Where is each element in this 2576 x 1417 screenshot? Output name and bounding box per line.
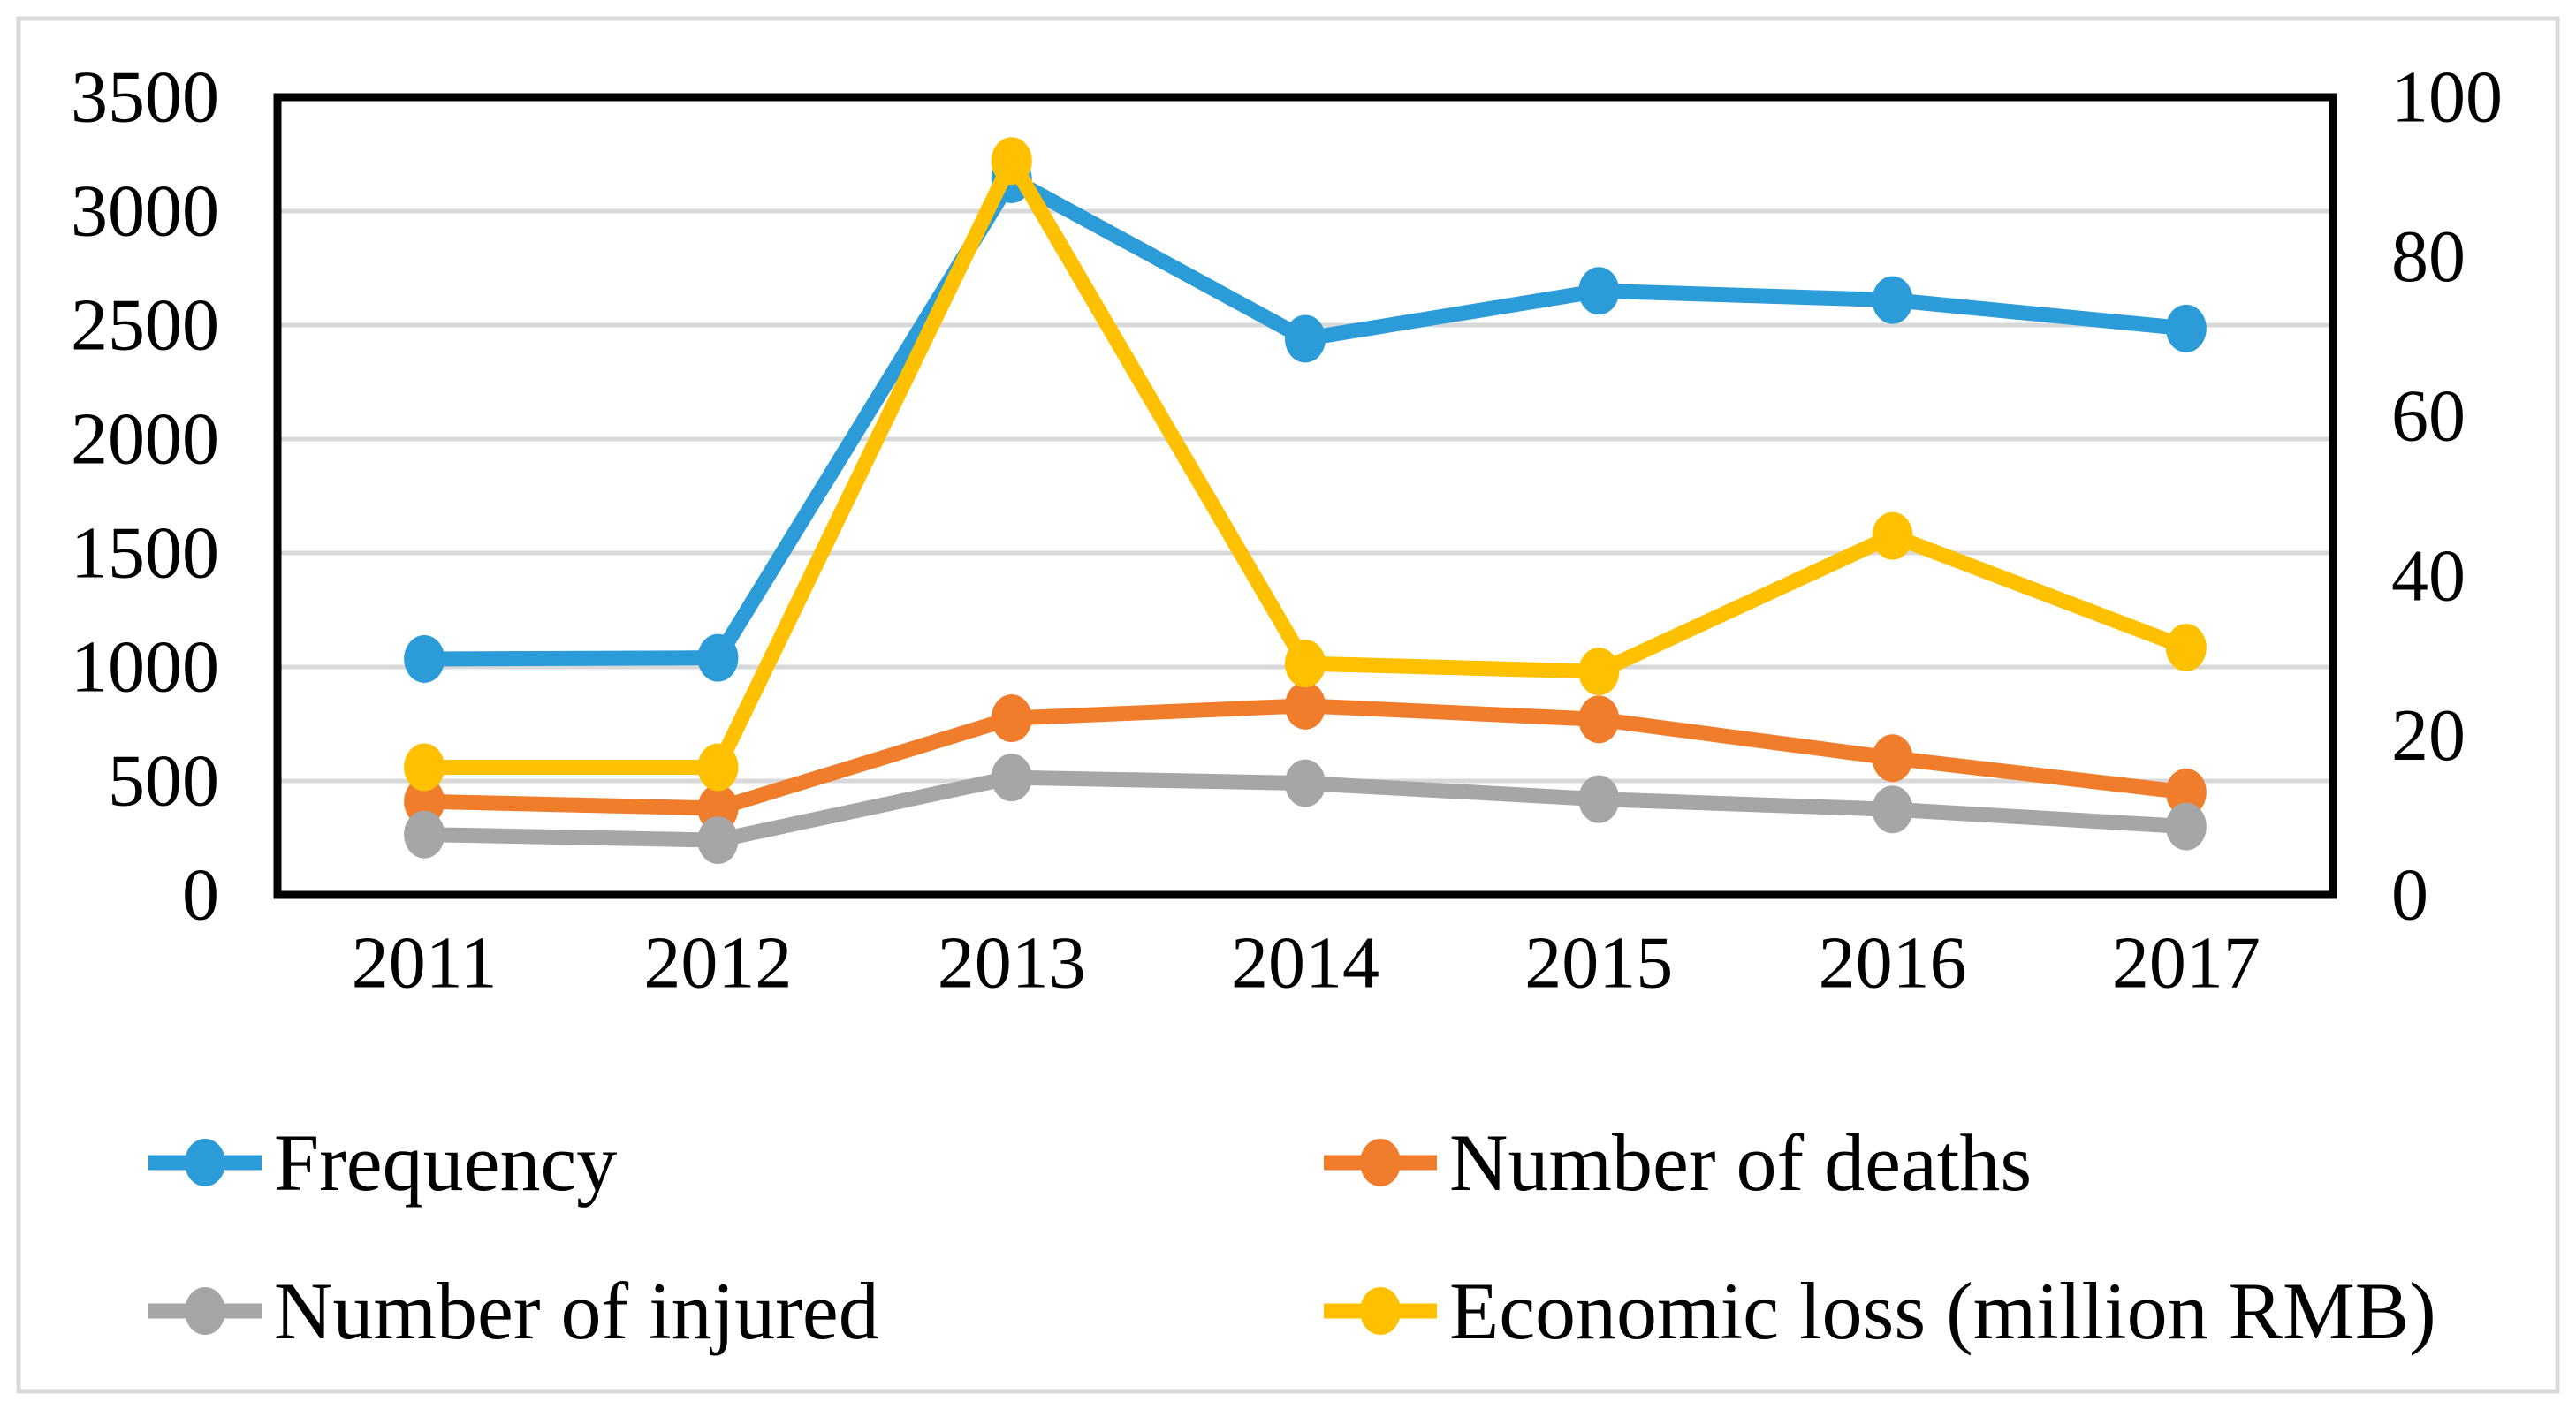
- data-point-economic-loss-million-rmb-2015: [1578, 648, 1620, 696]
- data-point-number-of-deaths-2013: [991, 694, 1032, 743]
- legend-label-number-of-injured: Number of injured: [274, 1266, 879, 1356]
- legend-item-frequency: Frequency: [148, 1118, 617, 1208]
- data-point-number-of-injured-2015: [1578, 775, 1620, 823]
- series-number-of-deaths: [404, 681, 2207, 832]
- data-point-economic-loss-million-rmb-2012: [697, 743, 739, 792]
- figure-border: [16, 16, 2560, 1394]
- left-axis-tick-3500: 3500: [71, 57, 219, 139]
- data-point-economic-loss-million-rmb-2016: [1872, 511, 1913, 560]
- legend-marker-economic-loss-million-rmb: [1360, 1287, 1401, 1335]
- data-point-frequency-2011: [404, 634, 445, 683]
- data-point-frequency-2012: [697, 633, 739, 682]
- data-point-number-of-injured-2014: [1285, 759, 1326, 807]
- data-point-frequency-2014: [1285, 314, 1326, 363]
- data-point-frequency-2017: [2165, 304, 2207, 352]
- right-axis-tick-40: 40: [2391, 534, 2466, 617]
- left-axis-tick-0: 0: [182, 854, 219, 936]
- x-axis-tick-2012: 2012: [643, 922, 792, 1004]
- data-point-number-of-injured-2017: [2165, 802, 2207, 851]
- legend-marker-number-of-injured: [185, 1287, 225, 1335]
- series-frequency: [404, 155, 2207, 683]
- series-line-frequency: [416, 171, 2194, 667]
- left-axis-tick-3000: 3000: [71, 170, 219, 253]
- data-point-economic-loss-million-rmb-2013: [991, 137, 1032, 186]
- left-axis-tick-2500: 2500: [71, 284, 219, 367]
- right-axis-tick-60: 60: [2391, 375, 2466, 458]
- left-axis-tick-500: 500: [108, 740, 219, 822]
- data-point-frequency-2016: [1872, 276, 1913, 324]
- left-axis-tick-1500: 1500: [71, 512, 219, 595]
- data-point-frequency-2015: [1578, 267, 1620, 315]
- x-axis-tick-2017: 2017: [2112, 922, 2261, 1004]
- legend-label-economic-loss-million-rmb: Economic loss (million RMB): [1449, 1266, 2436, 1356]
- data-point-number-of-deaths-2016: [1872, 734, 1913, 783]
- data-point-number-of-deaths-2015: [1578, 695, 1620, 744]
- data-point-economic-loss-million-rmb-2017: [2165, 624, 2207, 672]
- plot-border: [273, 93, 2337, 899]
- legend-item-number-of-injured: Number of injured: [148, 1266, 879, 1356]
- data-point-number-of-deaths-2011: [404, 777, 445, 826]
- right-axis-tick-0: 0: [2391, 854, 2428, 936]
- legend-marker-frequency: [185, 1139, 225, 1186]
- data-point-number-of-deaths-2017: [2165, 768, 2207, 816]
- x-axis-tick-2015: 2015: [1524, 922, 1673, 1004]
- x-axis-tick-2013: 2013: [938, 922, 1086, 1004]
- data-point-number-of-injured-2016: [1872, 785, 1913, 834]
- legend-label-number-of-deaths: Number of deaths: [1449, 1118, 2032, 1208]
- data-point-number-of-injured-2012: [697, 816, 739, 865]
- data-point-number-of-injured-2011: [404, 810, 445, 859]
- series-number-of-injured: [404, 754, 2207, 865]
- series-economic-loss-million-rmb: [404, 137, 2207, 792]
- data-point-number-of-deaths-2014: [1285, 681, 1326, 730]
- legend-marker-number-of-deaths: [1360, 1139, 1401, 1186]
- data-point-number-of-injured-2013: [991, 754, 1032, 802]
- x-axis-tick-2016: 2016: [1819, 922, 1967, 1004]
- data-point-economic-loss-million-rmb-2014: [1285, 640, 1326, 688]
- left-axis-tick-2000: 2000: [71, 398, 219, 481]
- right-axis-tick-100: 100: [2391, 57, 2503, 139]
- right-axis-tick-80: 80: [2391, 216, 2466, 298]
- legend-label-frequency: Frequency: [274, 1118, 617, 1208]
- legend-item-economic-loss-million-rmb: Economic loss (million RMB): [1324, 1266, 2436, 1356]
- legend-item-number-of-deaths: Number of deaths: [1324, 1118, 2032, 1208]
- x-axis-tick-2014: 2014: [1231, 922, 1379, 1004]
- left-axis-tick-1000: 1000: [71, 626, 219, 708]
- right-axis-tick-20: 20: [2391, 694, 2466, 777]
- x-axis-tick-2011: 2011: [352, 922, 498, 1004]
- data-point-economic-loss-million-rmb-2011: [404, 743, 445, 792]
